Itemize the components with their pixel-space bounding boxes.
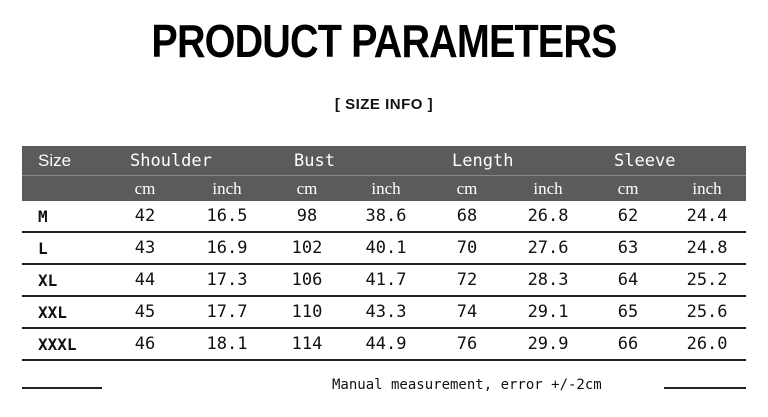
measurement-cell: 43 — [104, 232, 186, 265]
size-label: XXXL — [22, 328, 104, 361]
measurement-cell: 72 — [426, 264, 509, 297]
table-row: XXXL 46 18.1 114 44.9 76 29.9 66 26.0 — [22, 328, 747, 361]
footer-divider-left — [22, 387, 102, 389]
table-header-row: Size Shoulder Bust Length Sleeve — [22, 146, 747, 176]
measurement-cell: 18.1 — [186, 328, 269, 361]
group-length: Length — [426, 146, 589, 176]
measurement-cell: 98 — [268, 201, 347, 233]
measurement-cell: 42 — [104, 201, 186, 233]
measurement-cell: 26.8 — [508, 201, 589, 233]
measurement-cell: 44 — [104, 264, 186, 297]
measurement-cell: 106 — [268, 264, 347, 297]
group-sleeve: Sleeve — [588, 146, 747, 176]
table-row: XXL 45 17.7 110 43.3 74 29.1 65 25.6 — [22, 296, 747, 329]
measurement-cell: 29.1 — [508, 296, 589, 329]
measurement-cell: 26.0 — [668, 328, 747, 361]
size-label: M — [22, 201, 104, 233]
measurement-cell: 40.1 — [346, 232, 427, 265]
group-shoulder: Shoulder — [104, 146, 269, 176]
footer-note: Manual measurement, error +/-2cm — [332, 377, 602, 393]
table-row: M 42 16.5 98 38.6 68 26.8 62 24.4 — [22, 201, 747, 233]
footer-divider-right — [664, 387, 746, 389]
measurement-cell: 25.2 — [668, 264, 747, 297]
unit-cell: inch — [346, 175, 427, 201]
measurement-cell: 68 — [426, 201, 509, 233]
table-body: M 42 16.5 98 38.6 68 26.8 62 24.4 L 43 16.9 102 40.1 7… — [22, 201, 747, 361]
table-row: L 43 16.9 102 40.1 70 27.6 63 24.8 — [22, 232, 747, 265]
unit-cell: cm — [588, 175, 669, 201]
table-row: XL 44 17.3 106 41.7 72 28.3 64 25.2 — [22, 264, 747, 297]
measurement-cell: 24.4 — [668, 201, 747, 233]
measurement-cell: 27.6 — [508, 232, 589, 265]
measurement-cell: 29.9 — [508, 328, 589, 361]
size-table: Size Shoulder Bust Length Sleeve cm inch… — [22, 146, 747, 361]
size-header-spacer — [22, 175, 104, 201]
measurement-cell: 28.3 — [508, 264, 589, 297]
page-subtitle: [ SIZE INFO ] — [334, 96, 434, 113]
unit-cell: inch — [668, 175, 747, 201]
measurement-cell: 62 — [588, 201, 669, 233]
measurement-cell: 25.6 — [668, 296, 747, 329]
measurement-cell: 110 — [268, 296, 347, 329]
measurement-cell: 66 — [588, 328, 669, 361]
unit-cell: cm — [104, 175, 186, 201]
measurement-cell: 16.5 — [186, 201, 269, 233]
size-label: XXL — [22, 296, 104, 329]
size-label: L — [22, 232, 104, 265]
group-bust: Bust — [268, 146, 427, 176]
page-title: PRODUCT PARAMETERS — [151, 15, 617, 67]
measurement-cell: 74 — [426, 296, 509, 329]
measurement-cell: 76 — [426, 328, 509, 361]
size-header: Size — [22, 146, 104, 176]
measurement-cell: 70 — [426, 232, 509, 265]
measurement-cell: 24.8 — [668, 232, 747, 265]
unit-cell: inch — [508, 175, 589, 201]
measurement-cell: 44.9 — [346, 328, 427, 361]
measurement-cell: 45 — [104, 296, 186, 329]
measurement-cell: 63 — [588, 232, 669, 265]
measurement-cell: 46 — [104, 328, 186, 361]
measurement-cell: 43.3 — [346, 296, 427, 329]
unit-cell: cm — [268, 175, 347, 201]
size-label: XL — [22, 264, 104, 297]
table-unit-row: cm inch cm inch cm inch cm inch — [22, 175, 747, 201]
measurement-cell: 64 — [588, 264, 669, 297]
measurement-cell: 114 — [268, 328, 347, 361]
measurement-cell: 17.7 — [186, 296, 269, 329]
measurement-cell: 16.9 — [186, 232, 269, 265]
measurement-cell: 102 — [268, 232, 347, 265]
unit-cell: inch — [186, 175, 269, 201]
measurement-cell: 41.7 — [346, 264, 427, 297]
measurement-cell: 65 — [588, 296, 669, 329]
unit-cell: cm — [426, 175, 509, 201]
measurement-cell: 38.6 — [346, 201, 427, 233]
measurement-cell: 17.3 — [186, 264, 269, 297]
